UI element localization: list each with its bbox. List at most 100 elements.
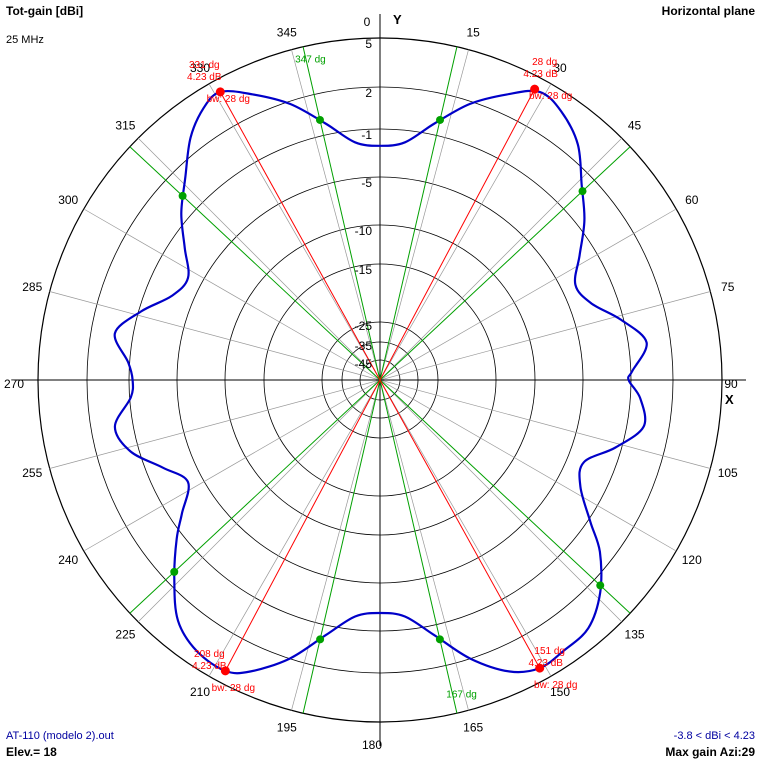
x-axis-label: X (725, 392, 734, 407)
angle-tick-label: 285 (22, 280, 42, 294)
angle-spoke (379, 379, 711, 469)
angle-tick-label: 300 (58, 193, 78, 207)
max-gain-value-label: 4.23 dB (192, 661, 227, 672)
max-gain-line (379, 379, 541, 669)
angle-tick-label: 255 (22, 466, 42, 480)
angle-spoke (379, 83, 552, 381)
radial-tick-label: -10 (355, 224, 373, 238)
max-angle-label: 151 dg (534, 646, 565, 657)
angle-spoke (379, 137, 623, 381)
angle-tick-label: 180 (362, 738, 382, 752)
angle-spoke (291, 49, 381, 381)
max-gain-label: Max gain Azi:29 (665, 745, 755, 759)
radial-tick-label: 2 (365, 86, 372, 100)
angle-spoke (379, 291, 711, 381)
half-power-point (315, 115, 324, 124)
half-power-line (379, 379, 631, 614)
half-power-point (578, 187, 587, 196)
angle-spoke (379, 379, 677, 552)
max-angle-label: 208 dg (194, 649, 225, 660)
half-power-point (436, 115, 445, 124)
beamwidth-label: bw: 28 dg (212, 683, 255, 694)
angle-spoke (83, 208, 381, 381)
half-power-line (379, 379, 458, 714)
angle-tick-label: 225 (115, 628, 135, 642)
half-power-point (435, 635, 444, 644)
half-power-label: 347 dg (295, 55, 326, 66)
max-gain-line (379, 88, 536, 381)
half-power-point (178, 191, 187, 200)
half-power-line (129, 379, 381, 614)
gain-pattern (113, 89, 648, 675)
angle-spoke (379, 379, 552, 677)
max-gain-value-label: 4.23 dB (528, 658, 563, 669)
gain-range-label: -3.8 < dBi < 4.23 (673, 730, 755, 742)
angle-tick-label: 30 (553, 61, 567, 75)
plane-title: Horizontal plane (661, 4, 755, 18)
markers (170, 84, 605, 676)
half-power-point (596, 581, 605, 590)
half-power-line (379, 46, 458, 381)
half-power-line (129, 146, 381, 381)
angle-spoke (49, 291, 381, 381)
beamwidth-label: bw: 28 dg (207, 94, 250, 105)
angle-tick-label: 105 (718, 466, 738, 480)
angle-spoke (379, 379, 469, 711)
beamwidth-label: bw: 28 dg (529, 91, 572, 102)
angle-tick-label: 345 (277, 25, 297, 39)
max-gain-point (220, 666, 230, 676)
elevation-label: Elev.= 18 (6, 745, 57, 759)
angle-spoke (137, 137, 381, 381)
angle-tick-label: 120 (682, 553, 702, 567)
angle-spoke (83, 379, 381, 552)
radial-tick-label: 5 (365, 37, 372, 51)
max-gain-line (224, 379, 381, 672)
half-power-label: 167 dg (446, 689, 477, 700)
radial-tick-label: -35 (355, 339, 373, 353)
gain-curve (113, 89, 648, 675)
angle-tick-label: 315 (115, 118, 135, 132)
max-angle-label: 28 dg (532, 57, 557, 68)
half-power-line (379, 146, 631, 381)
max-gain-point (530, 84, 540, 94)
angle-spoke (379, 49, 469, 381)
max-angle-label: 331 dg (189, 60, 220, 71)
max-gain-point (215, 87, 225, 97)
radial-tick-label: -15 (355, 263, 373, 277)
file-name-label: AT-110 (modelo 2).out (6, 730, 114, 742)
angle-tick-label: 135 (625, 628, 645, 642)
angle-spoke (49, 379, 381, 469)
max-gain-point (535, 663, 545, 673)
angle-tick-label: 150 (550, 685, 570, 699)
angle-tick-label: 240 (58, 553, 78, 567)
radial-tick-label: -1 (361, 128, 372, 142)
angle-tick-label: 0 (364, 15, 371, 29)
angle-tick-label: 210 (190, 685, 210, 699)
max-gain-value-label: 4.23 dB (187, 72, 222, 83)
quantity-title: Tot-gain [dBi] (6, 4, 84, 18)
angle-tick-label: 15 (466, 25, 480, 39)
half-power-line (302, 46, 381, 381)
angle-tick-label: 60 (685, 193, 699, 207)
angle-spoke (137, 379, 381, 623)
angle-tick-label: 90 (724, 377, 738, 391)
max-gain-line (219, 91, 381, 381)
frequency-label: 25 MHz (6, 34, 44, 46)
angle-tick-label: 75 (721, 280, 735, 294)
angle-spoke (379, 208, 677, 381)
half-power-point (316, 635, 325, 644)
half-power-line (302, 379, 381, 714)
angle-spoke (291, 379, 381, 711)
angle-tick-label: 330 (190, 61, 210, 75)
max-gain-value-label: 4.23 dB (523, 69, 558, 80)
angle-tick-label: 270 (4, 377, 24, 391)
angle-tick-label: 45 (628, 118, 642, 132)
radial-tick-label: -25 (355, 319, 373, 333)
angle-tick-label: 195 (277, 721, 297, 735)
angle-tick-label: 165 (463, 721, 483, 735)
angle-spoke (208, 83, 381, 381)
beamwidth-label: bw: 28 dg (534, 680, 577, 691)
angle-spoke (208, 379, 381, 677)
radial-tick-label: -5 (361, 176, 372, 190)
